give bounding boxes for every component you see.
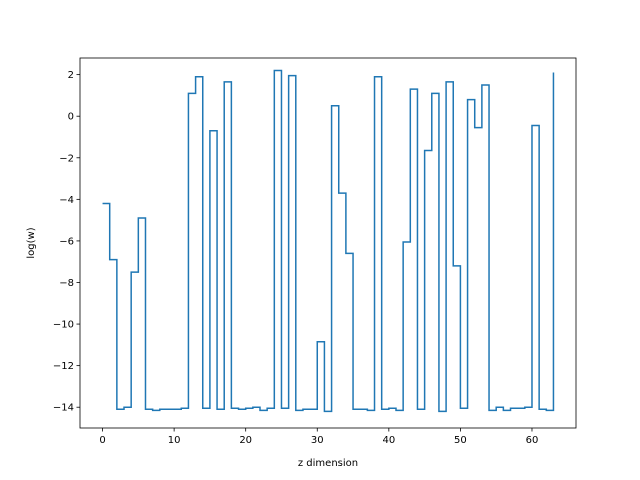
y-tick-label: −2 bbox=[59, 153, 74, 164]
y-tick-label: 2 bbox=[68, 70, 74, 81]
x-tick-label: 0 bbox=[99, 435, 105, 446]
y-tick-label: −4 bbox=[59, 195, 74, 206]
x-axis-ticks: 0 10 20 30 40 50 60 bbox=[99, 428, 538, 446]
plot-frame bbox=[79, 57, 577, 429]
x-tick-label: 10 bbox=[168, 435, 181, 446]
x-tick-label: 60 bbox=[526, 435, 539, 446]
x-tick-label: 20 bbox=[239, 435, 252, 446]
y-axis-label: log(w) bbox=[26, 227, 37, 258]
y-tick-label: 0 bbox=[68, 112, 74, 123]
series-line bbox=[102, 69, 555, 413]
y-axis-ticks: −14 −12 −10 −8 −6 −4 −2 0 2 bbox=[53, 70, 80, 414]
y-tick-label: −14 bbox=[53, 403, 74, 414]
y-tick-label: −10 bbox=[53, 320, 74, 331]
y-tick-label: −6 bbox=[59, 236, 74, 247]
x-tick-label: 30 bbox=[311, 435, 324, 446]
x-tick-label: 50 bbox=[454, 435, 467, 446]
y-tick-label: −12 bbox=[53, 361, 74, 372]
x-tick-label: 40 bbox=[382, 435, 395, 446]
y-tick-label: −8 bbox=[59, 278, 74, 289]
x-axis-label: z dimension bbox=[298, 458, 358, 469]
